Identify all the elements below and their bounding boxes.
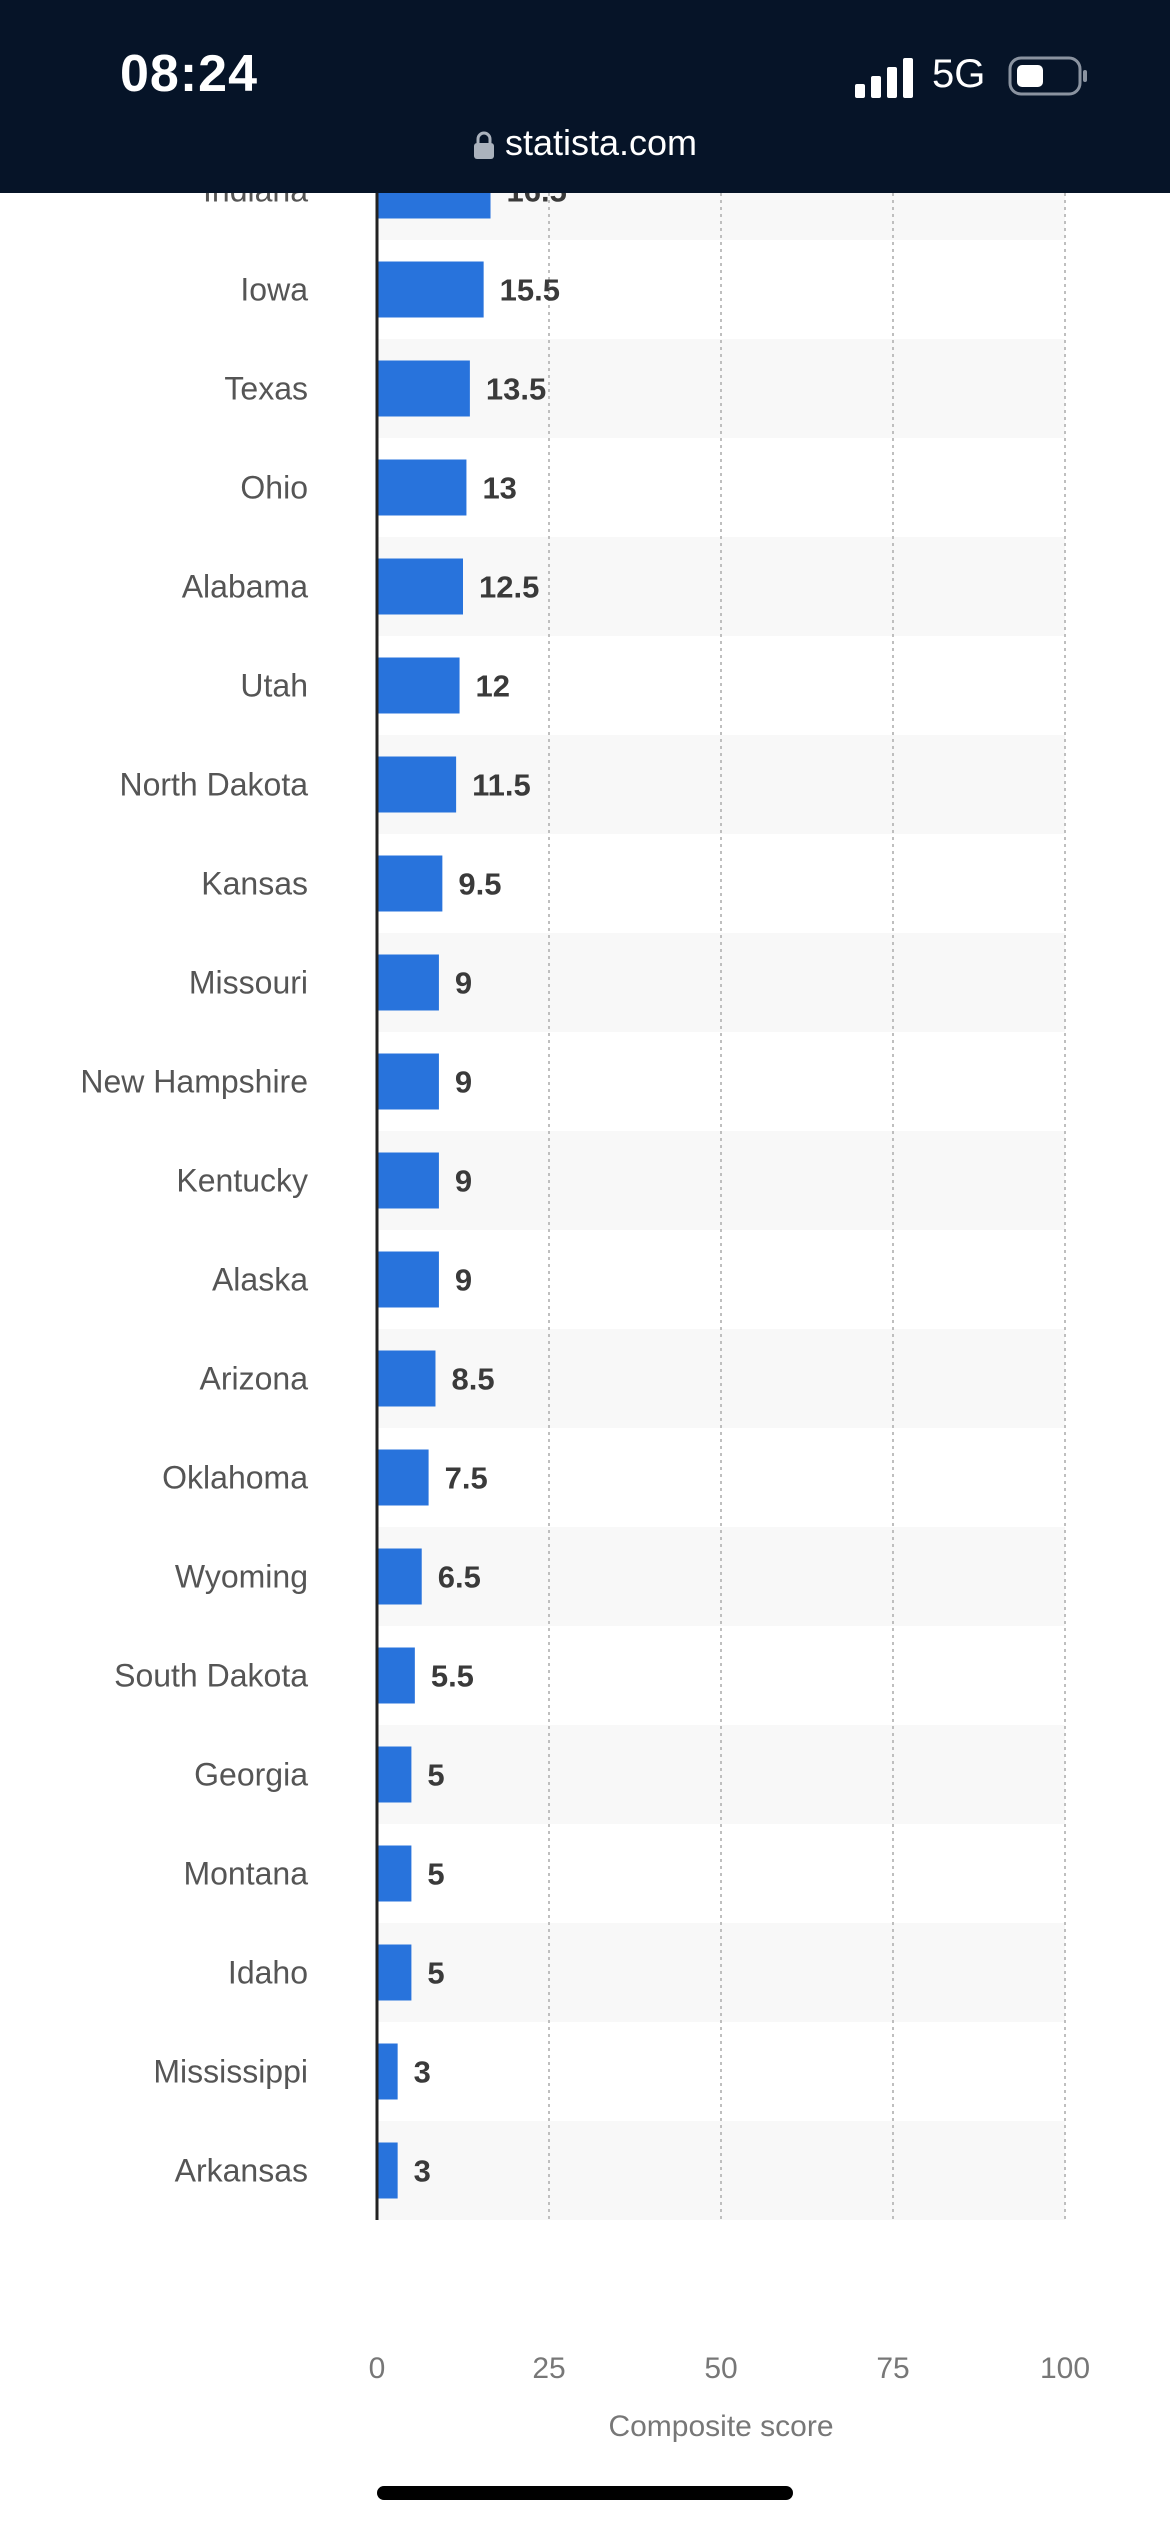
value-label: 9	[455, 1263, 472, 1298]
status-time: 08:24	[120, 45, 258, 103]
value-label: 16.5	[507, 193, 567, 209]
bar	[377, 1548, 422, 1605]
category-label: Utah	[240, 668, 308, 704]
category-label: Idaho	[228, 1955, 308, 1991]
address-bar[interactable]: statista.com	[0, 122, 1170, 172]
category-label: Alaska	[212, 1262, 308, 1298]
bar	[377, 459, 467, 516]
category-label: Ohio	[240, 470, 308, 506]
value-label: 12.5	[479, 570, 539, 605]
bar	[377, 1845, 412, 1902]
category-label: South Dakota	[114, 1658, 308, 1694]
value-label: 13.5	[486, 372, 546, 407]
bar	[377, 1251, 439, 1308]
category-label: Missouri	[189, 965, 308, 1001]
bar	[377, 1053, 439, 1110]
bar	[377, 193, 491, 219]
bar	[377, 2043, 398, 2100]
bar	[377, 954, 439, 1011]
value-label: 9	[455, 1164, 472, 1199]
value-label: 7.5	[445, 1461, 488, 1496]
url-text: statista.com	[504, 122, 698, 163]
cellular-signal-icon	[855, 58, 913, 98]
category-label: Georgia	[194, 1757, 308, 1793]
bar	[377, 261, 484, 318]
bar	[377, 855, 443, 912]
value-label: 5	[427, 1956, 444, 1991]
bar-chart: Tennessee16.5Indiana16.5Iowa15.5Texas13.…	[80, 193, 1090, 2443]
category-label: Texas	[224, 371, 308, 407]
bar	[377, 1449, 429, 1506]
value-label: 5.5	[431, 1659, 474, 1694]
bar	[377, 1944, 412, 2001]
value-label: 3	[414, 2055, 431, 2090]
category-label: Arizona	[200, 1361, 309, 1397]
x-axis-title: Composite score	[608, 2410, 833, 2443]
bar	[377, 1647, 415, 1704]
category-label: Alabama	[182, 569, 309, 605]
value-label: 15.5	[500, 273, 560, 308]
category-label: Mississippi	[153, 2054, 308, 2090]
category-label: New Hampshire	[80, 1064, 308, 1100]
category-label: Oklahoma	[162, 1460, 308, 1496]
category-label: Montana	[183, 1856, 308, 1892]
value-label: 9.5	[458, 867, 501, 902]
category-label: Indiana	[203, 193, 308, 209]
category-label: Arkansas	[175, 2153, 308, 2189]
value-label: 5	[427, 1857, 444, 1892]
status-bar: 08:24 5G statista.com	[0, 0, 1170, 193]
value-label: 11.5	[472, 768, 531, 803]
value-label: 8.5	[451, 1362, 494, 1397]
bar	[377, 1152, 439, 1209]
value-label: 12	[476, 669, 510, 704]
bar	[377, 1746, 412, 1803]
bar	[377, 657, 460, 714]
value-label: 3	[414, 2154, 431, 2189]
bar	[377, 2142, 398, 2199]
category-label: Kentucky	[176, 1163, 308, 1199]
row-band	[377, 1725, 1065, 1824]
value-label: 5	[427, 1758, 444, 1793]
home-indicator[interactable]	[377, 2486, 793, 2500]
lock-icon	[473, 132, 494, 160]
value-label: 13	[482, 471, 516, 506]
row-band	[377, 933, 1065, 1032]
x-tick-label: 0	[369, 2352, 386, 2385]
network-type: 5G	[932, 52, 986, 96]
value-label: 6.5	[438, 1560, 481, 1595]
x-tick-label: 100	[1040, 2352, 1090, 2385]
bar	[377, 1350, 436, 1407]
category-label: Iowa	[240, 272, 308, 308]
bar	[377, 558, 463, 615]
bar	[377, 756, 457, 813]
value-label: 9	[455, 966, 472, 1001]
x-tick-label: 25	[532, 2352, 565, 2385]
battery-icon	[1008, 56, 1087, 96]
x-tick-label: 50	[704, 2352, 737, 2385]
category-label: Kansas	[201, 866, 308, 902]
x-tick-label: 75	[876, 2352, 909, 2385]
row-band	[377, 2121, 1065, 2220]
row-band	[377, 339, 1065, 438]
value-label: 9	[455, 1065, 472, 1100]
bar	[377, 360, 470, 417]
category-label: Wyoming	[175, 1559, 308, 1595]
category-label: North Dakota	[119, 767, 308, 803]
